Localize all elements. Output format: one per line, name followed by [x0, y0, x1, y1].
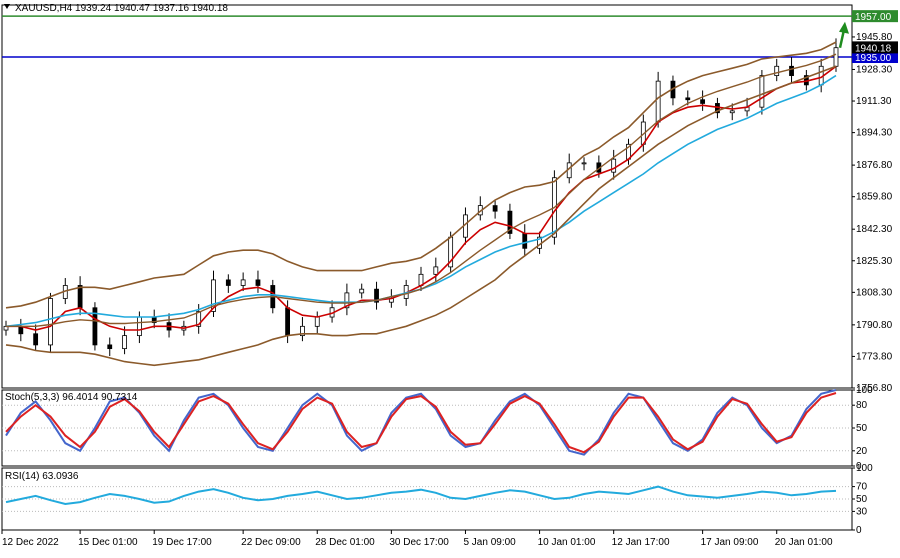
xtick-label: 5 Jan 09:00 — [463, 537, 516, 548]
candle-body — [33, 333, 39, 346]
current-price-label: 1940.18 — [855, 43, 892, 54]
candle-body — [122, 335, 127, 350]
candle-body — [700, 99, 706, 104]
rsi-line — [5, 485, 837, 506]
xtick-label: 28 Dec 01:00 — [315, 537, 375, 548]
candle-body — [314, 316, 320, 327]
stochastic-ytick-label: 100 — [856, 385, 873, 396]
candle-body — [240, 279, 246, 286]
stochastic-ytick-label: 50 — [856, 423, 868, 434]
candle-body — [344, 292, 350, 309]
candle-body — [196, 311, 202, 327]
candle-body — [136, 316, 142, 337]
candle-body — [285, 307, 291, 337]
stochastic-ytick-label: 0 — [856, 461, 862, 472]
xtick-label: 12 Jan 17:00 — [612, 537, 670, 548]
rsi-ytick-label: 70 — [856, 482, 868, 493]
xtick-label: 10 Jan 01:00 — [538, 537, 596, 548]
current-price-box — [852, 41, 898, 54]
candle-body — [211, 279, 216, 312]
candle-body — [774, 65, 780, 76]
candle-body — [789, 65, 794, 76]
bollinger-upper-line — [5, 41, 837, 309]
level-label: 1957.00 — [855, 12, 892, 23]
price-ytick-label: 1756.80 — [856, 383, 893, 394]
xtick-label: 19 Dec 17:00 — [152, 537, 212, 548]
xtick-label: 15 Dec 01:00 — [78, 537, 138, 548]
price-panel: 1945.80 1928.30 1911.30 1894.30 1876.80 1859.… — [1, 4, 898, 394]
dropdown-triangle-icon[interactable] — [4, 4, 10, 9]
rsi-ytick-label: 50 — [856, 494, 868, 505]
bollinger-lower-line — [5, 65, 837, 367]
xtick-label: 12 Dec 2022 — [2, 537, 59, 548]
candle-body — [359, 288, 365, 294]
xtick-label: 17 Jan 09:00 — [701, 537, 759, 548]
stoch-signal-line — [5, 392, 837, 454]
candle-body — [374, 288, 379, 303]
candle-body — [655, 80, 661, 123]
candle-body — [492, 205, 498, 212]
candle-body — [507, 210, 513, 234]
price-ytick-label: 1773.80 — [856, 351, 893, 362]
xtick-label: 20 Jan 01:00 — [775, 537, 833, 548]
candle-body — [300, 325, 305, 337]
candle-body — [611, 158, 617, 173]
price-ytick-label: 1825.30 — [856, 256, 893, 267]
candle-body — [581, 162, 587, 165]
xtick-label: 30 Dec 17:00 — [389, 537, 449, 548]
bollinger-middle-line — [6, 53, 837, 327]
candle-body — [77, 285, 83, 309]
candle-body — [92, 307, 98, 346]
price-ytick-label: 1842.30 — [856, 224, 893, 235]
candle-body — [759, 75, 765, 108]
time-axis: 12 Dec 2022 15 Dec 01:00 19 Dec 17:00 22 De… — [1, 530, 833, 548]
price-ytick-label: 1790.80 — [856, 320, 893, 331]
candle-body — [255, 279, 261, 286]
rsi-header: RSI(14) 63.0936 — [5, 471, 79, 482]
price-ytick-label: 1945.80 — [856, 32, 893, 43]
rsi-ytick-label: 30 — [856, 506, 868, 517]
symbol-header: XAUUSD,H4 1939.24 1940.47 1937.16 1940.1… — [15, 3, 228, 14]
price-ytick-label: 1928.30 — [856, 64, 893, 75]
stochastic-ytick-label: 80 — [856, 400, 868, 411]
level-label: 1935.00 — [855, 53, 892, 64]
fast-ma-line — [6, 65, 837, 331]
up-arrow-head-icon — [839, 21, 849, 34]
price-ytick-label: 1911.30 — [856, 96, 892, 107]
price-ytick-label: 1859.80 — [856, 192, 893, 203]
rsi-ytick-label: 100 — [856, 463, 873, 474]
rsi-ytick-label: 0 — [856, 525, 862, 536]
price-ytick-label: 1808.30 — [856, 287, 893, 298]
stochastic-header: Stoch(5,3,3) 96.4014 90.7314 — [5, 392, 138, 403]
candle-body — [685, 97, 691, 101]
candle-body — [107, 344, 113, 350]
stochastic-ytick-label: 20 — [856, 446, 868, 457]
stochastic-panel: 100 80 50 20 0 — [1, 385, 873, 472]
candle-body — [48, 298, 53, 346]
level-label-box — [852, 10, 898, 23]
candle-body — [433, 266, 439, 275]
price-ytick-label: 1876.80 — [856, 160, 893, 171]
price-ytick-label: 1894.30 — [856, 128, 893, 139]
candle-body — [522, 233, 528, 249]
candle-body — [225, 279, 231, 286]
up-arrow-icon — [838, 29, 846, 48]
candle-body — [729, 110, 735, 114]
xtick-label: 22 Dec 09:00 — [241, 537, 301, 548]
level-label-box — [852, 51, 898, 64]
candle-body — [833, 47, 839, 67]
